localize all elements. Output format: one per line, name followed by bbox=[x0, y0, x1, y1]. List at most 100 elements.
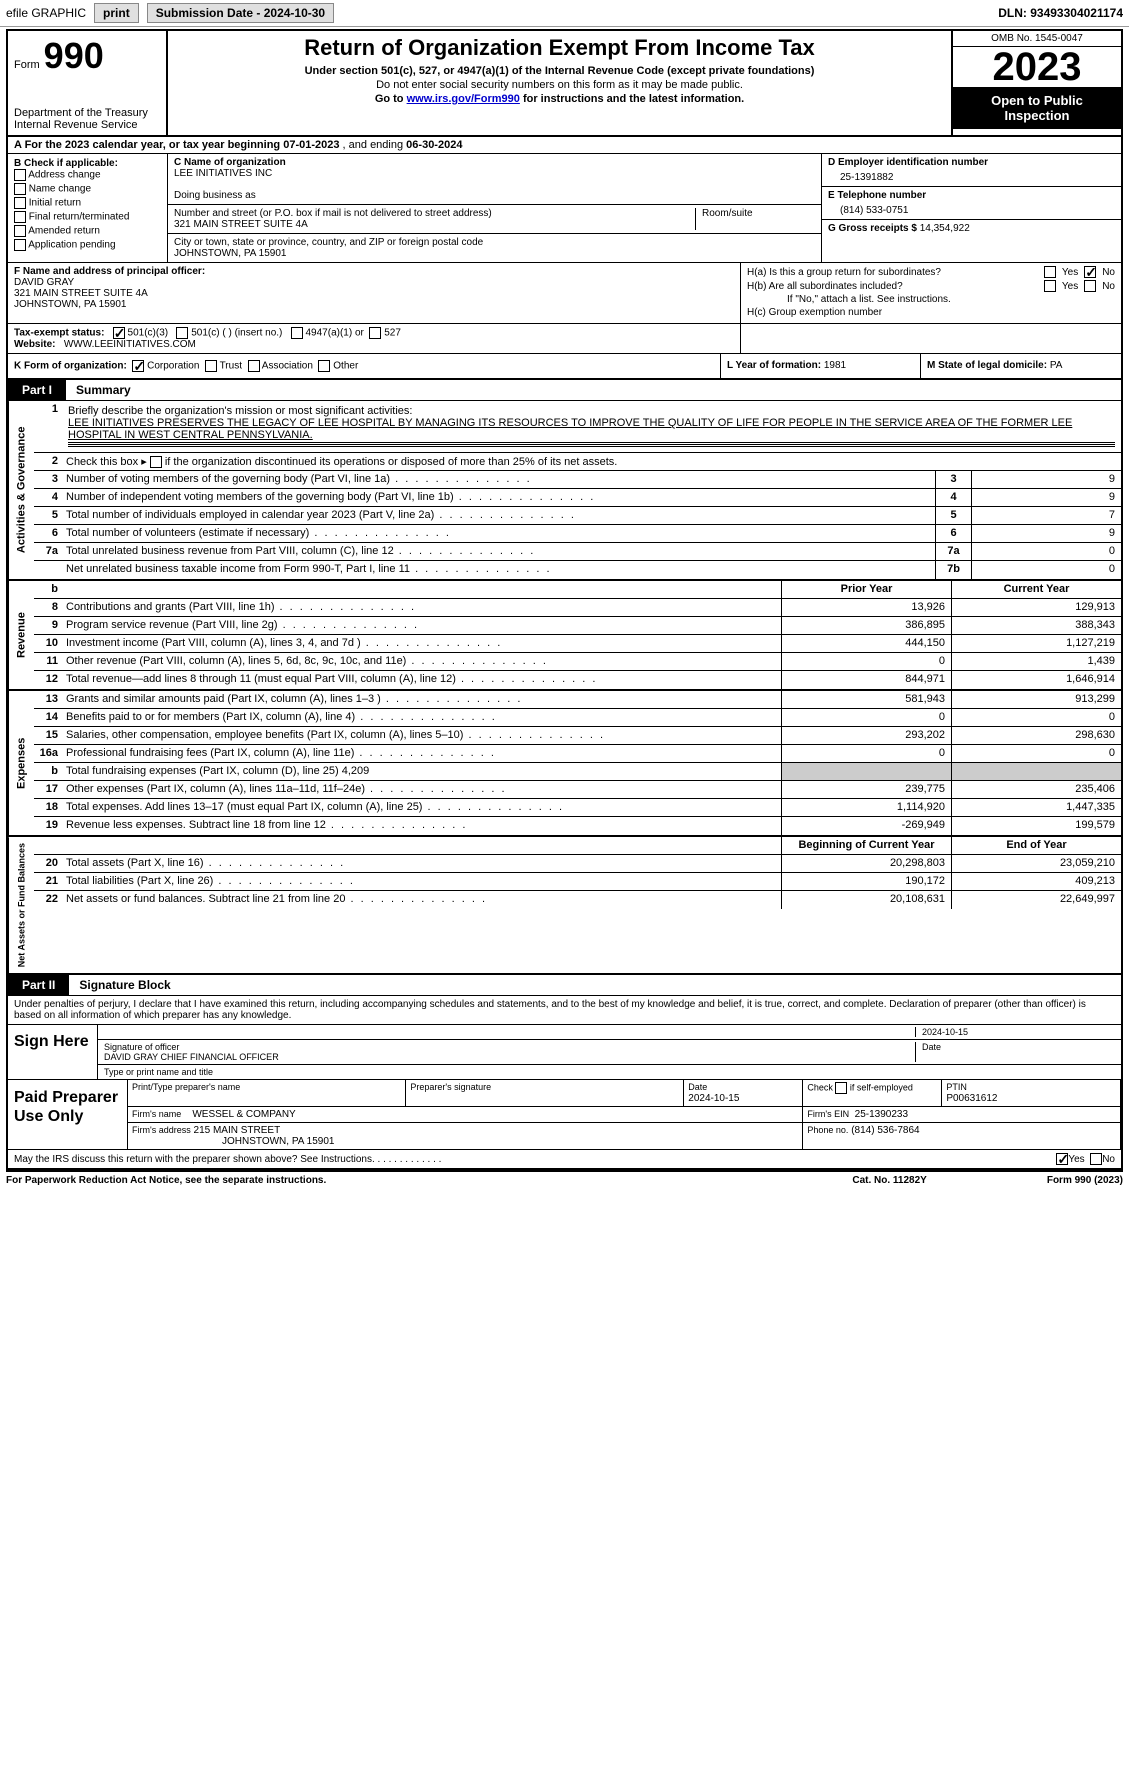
summary-line: 12Total revenue—add lines 8 through 11 (… bbox=[34, 671, 1121, 689]
line-1-mission: 1 Briefly describe the organization's mi… bbox=[34, 401, 1121, 453]
col-k: K Form of organization: Corporation Trus… bbox=[8, 354, 721, 378]
col-m: M State of legal domicile: PA bbox=[921, 354, 1121, 378]
col-i: Tax-exempt status: 501(c)(3) 501(c) ( ) … bbox=[8, 324, 741, 353]
tax-year: 2023 bbox=[953, 47, 1121, 87]
header-right: OMB No. 1545-0047 2023 Open to Public In… bbox=[951, 31, 1121, 135]
col-h: H(a) Is this a group return for subordin… bbox=[741, 263, 1121, 323]
summary-line: Net unrelated business taxable income fr… bbox=[34, 561, 1121, 579]
vlabel-netassets: Net Assets or Fund Balances bbox=[8, 837, 34, 973]
summary-line: 16aProfessional fundraising fees (Part I… bbox=[34, 745, 1121, 763]
section-ij: Tax-exempt status: 501(c)(3) 501(c) ( ) … bbox=[8, 324, 1121, 354]
form-note1: Do not enter social security numbers on … bbox=[174, 79, 945, 91]
col-l: L Year of formation: 1981 bbox=[721, 354, 921, 378]
row-a: A For the 2023 calendar year, or tax yea… bbox=[8, 137, 1121, 154]
summary-line: 9Program service revenue (Part VIII, lin… bbox=[34, 617, 1121, 635]
summary-line: 15Salaries, other compensation, employee… bbox=[34, 727, 1121, 745]
h-b-note: If "No," attach a list. See instructions… bbox=[747, 294, 1115, 305]
open-inspection: Open to Public Inspection bbox=[953, 87, 1121, 129]
discuss-yes-chk[interactable] bbox=[1056, 1153, 1068, 1165]
summary-line: 11Other revenue (Part VIII, column (A), … bbox=[34, 653, 1121, 671]
summary-line: 10Investment income (Part VIII, column (… bbox=[34, 635, 1121, 653]
summary-line: 19Revenue less expenses. Subtract line 1… bbox=[34, 817, 1121, 835]
hb-yes-chk[interactable] bbox=[1044, 280, 1056, 292]
line-2: 2 Check this box ▸ if the organization d… bbox=[34, 453, 1121, 471]
k-corp-chk[interactable] bbox=[132, 360, 144, 372]
summary-line: 20Total assets (Part X, line 16)20,298,8… bbox=[34, 855, 1121, 873]
ha-no-chk[interactable] bbox=[1084, 266, 1096, 278]
b-opt-address: Address change bbox=[14, 169, 161, 181]
section-klm: K Form of organization: Corporation Trus… bbox=[8, 354, 1121, 380]
irs-link[interactable]: www.irs.gov/Form990 bbox=[407, 93, 520, 105]
expenses-section: Expenses 13Grants and similar amounts pa… bbox=[8, 691, 1121, 837]
h-c: H(c) Group exemption number bbox=[747, 307, 1115, 318]
paid-preparer-row: Paid Preparer Use Only Print/Type prepar… bbox=[8, 1080, 1121, 1150]
col-de: D Employer identification number 25-1391… bbox=[821, 154, 1121, 262]
form-container: Form 990 Department of the Treasury Inte… bbox=[6, 29, 1123, 1172]
summary-line: 8Contributions and grants (Part VIII, li… bbox=[34, 599, 1121, 617]
part-ii-header: Part II Signature Block bbox=[8, 975, 1121, 996]
vlabel-revenue: Revenue bbox=[8, 581, 34, 689]
page-footer: For Paperwork Reduction Act Notice, see … bbox=[0, 1172, 1129, 1189]
hb-no-chk[interactable] bbox=[1084, 280, 1096, 292]
b-opt-initial: Initial return bbox=[14, 197, 161, 209]
e-phone: E Telephone number (814) 533-0751 bbox=[822, 187, 1121, 220]
b-label: B Check if applicable: bbox=[14, 158, 118, 169]
d-ein: D Employer identification number 25-1391… bbox=[822, 154, 1121, 187]
dept-treasury: Department of the Treasury bbox=[14, 107, 160, 119]
vlabel-governance: Activities & Governance bbox=[8, 401, 34, 579]
activities-governance-section: Activities & Governance 1 Briefly descri… bbox=[8, 401, 1121, 581]
form-note2: Go to www.irs.gov/Form990 for instructio… bbox=[174, 93, 945, 105]
efile-label: efile GRAPHIC bbox=[6, 6, 86, 20]
summary-line: 5Total number of individuals employed in… bbox=[34, 507, 1121, 525]
dln-label: DLN: 93493304021174 bbox=[998, 6, 1123, 20]
summary-line: 7aTotal unrelated business revenue from … bbox=[34, 543, 1121, 561]
discuss-row: May the IRS discuss this return with the… bbox=[8, 1150, 1121, 1170]
summary-line: bTotal fundraising expenses (Part IX, co… bbox=[34, 763, 1121, 781]
sign-here-row: Sign Here 2024-10-15 Signature of office… bbox=[8, 1025, 1121, 1080]
summary-line: 22Net assets or fund balances. Subtract … bbox=[34, 891, 1121, 909]
submission-button[interactable]: Submission Date - 2024-10-30 bbox=[147, 3, 334, 23]
ha-yes-chk[interactable] bbox=[1044, 266, 1056, 278]
col-c: C Name of organization LEE INITIATIVES I… bbox=[168, 154, 821, 262]
g-gross: G Gross receipts $ 14,354,922 bbox=[822, 220, 1121, 237]
b-opt-pending: Application pending bbox=[14, 239, 161, 251]
col-b: B Check if applicable: Address change Na… bbox=[8, 154, 168, 262]
form-label: Form bbox=[14, 59, 40, 71]
i-501c3-chk[interactable] bbox=[113, 327, 125, 339]
summary-line: 18Total expenses. Add lines 13–17 (must … bbox=[34, 799, 1121, 817]
part-i-header: Part I Summary bbox=[8, 380, 1121, 401]
netassets-section: Net Assets or Fund Balances Beginning of… bbox=[8, 837, 1121, 975]
irs-label: Internal Revenue Service bbox=[14, 119, 160, 131]
b-opt-name: Name change bbox=[14, 183, 161, 195]
print-button[interactable]: print bbox=[94, 3, 139, 23]
c-street: Number and street (or P.O. box if mail i… bbox=[168, 205, 821, 234]
section-fh: F Name and address of principal officer:… bbox=[8, 263, 1121, 324]
section-bcdeg: B Check if applicable: Address change Na… bbox=[8, 154, 1121, 263]
form-subtitle: Under section 501(c), 527, or 4947(a)(1)… bbox=[174, 65, 945, 77]
sig-declaration: Under penalties of perjury, I declare th… bbox=[8, 996, 1121, 1025]
summary-line: 3Number of voting members of the governi… bbox=[34, 471, 1121, 489]
discuss-no-chk[interactable] bbox=[1090, 1153, 1102, 1165]
c-city: City or town, state or province, country… bbox=[168, 234, 821, 262]
revenue-section: Revenue b Prior Year Current Year 8Contr… bbox=[8, 581, 1121, 691]
form-number: 990 bbox=[44, 35, 104, 77]
h-b: H(b) Are all subordinates included? Yes … bbox=[747, 280, 1115, 292]
summary-line: 4Number of independent voting members of… bbox=[34, 489, 1121, 507]
form-title: Return of Organization Exempt From Incom… bbox=[174, 35, 945, 61]
form-header: Form 990 Department of the Treasury Inte… bbox=[8, 31, 1121, 137]
c-name: C Name of organization LEE INITIATIVES I… bbox=[168, 154, 821, 205]
col-f: F Name and address of principal officer:… bbox=[8, 263, 741, 323]
netassets-header-row: Beginning of Current Year End of Year bbox=[34, 837, 1121, 855]
summary-line: 13Grants and similar amounts paid (Part … bbox=[34, 691, 1121, 709]
b-opt-final: Final return/terminated bbox=[14, 211, 161, 223]
header-left: Form 990 Department of the Treasury Inte… bbox=[8, 31, 168, 135]
vlabel-expenses: Expenses bbox=[8, 691, 34, 835]
summary-line: 17Other expenses (Part IX, column (A), l… bbox=[34, 781, 1121, 799]
paid-table: Print/Type preparer's name Preparer's si… bbox=[128, 1080, 1121, 1149]
summary-line: 14Benefits paid to or for members (Part … bbox=[34, 709, 1121, 727]
header-mid: Return of Organization Exempt From Incom… bbox=[168, 31, 951, 135]
summary-line: 6Total number of volunteers (estimate if… bbox=[34, 525, 1121, 543]
h-a: H(a) Is this a group return for subordin… bbox=[747, 266, 1115, 278]
summary-line: 21Total liabilities (Part X, line 26)190… bbox=[34, 873, 1121, 891]
topbar: efile GRAPHIC print Submission Date - 20… bbox=[0, 0, 1129, 27]
